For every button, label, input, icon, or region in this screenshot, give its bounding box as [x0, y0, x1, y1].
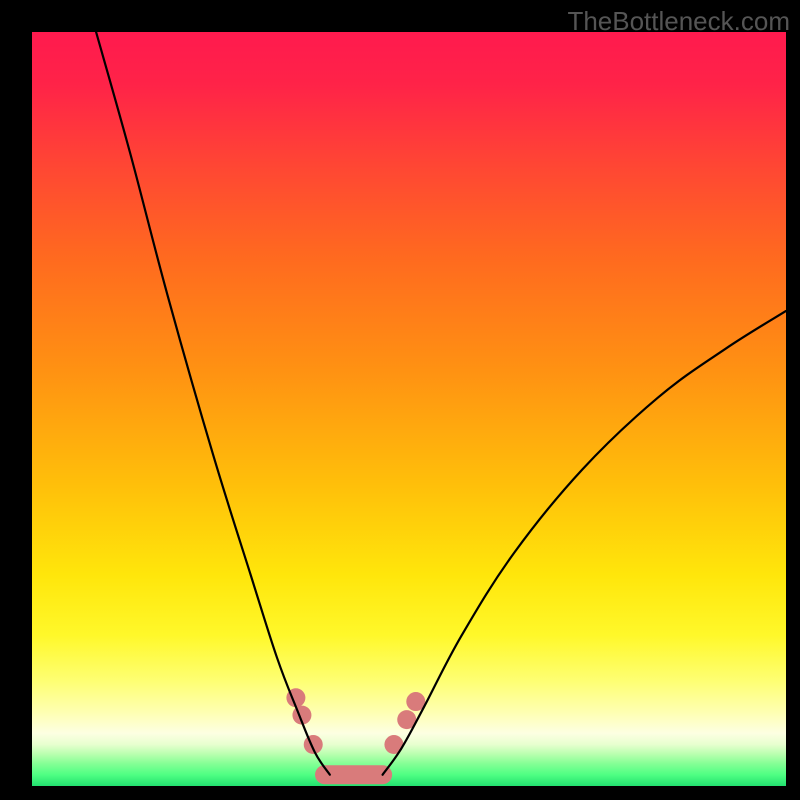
watermark-text: TheBottleneck.com [567, 6, 790, 37]
plot-area [32, 32, 786, 786]
bottleneck-curve-chart [32, 32, 786, 786]
chart-frame: TheBottleneck.com [0, 0, 800, 800]
gradient-background [32, 32, 786, 786]
